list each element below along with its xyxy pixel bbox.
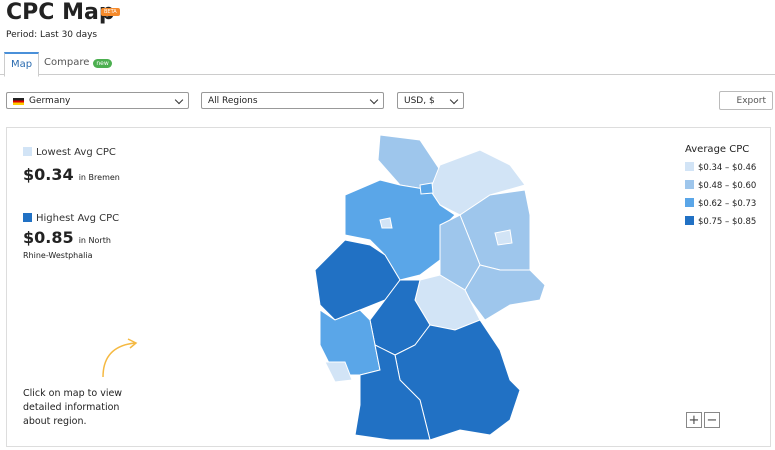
region[interactable] — [354, 344, 431, 441]
lowest-value: $0.34 — [23, 165, 74, 184]
label-text: Highest Avg CPC — [36, 213, 120, 224]
select-text: All Regions — [208, 96, 258, 106]
legend-item: $0.62 – $0.73 — [685, 198, 756, 216]
region[interactable] — [464, 264, 546, 321]
legend-label: $0.62 – $0.73 — [698, 199, 757, 209]
legend-item: $0.48 – $0.60 — [685, 180, 756, 198]
select-text: USD, $ — [404, 96, 435, 106]
zoom-out[interactable]: − — [704, 412, 720, 428]
page-title: CPC Map — [6, 0, 115, 25]
flag — [13, 98, 24, 105]
hint-arrow — [102, 338, 138, 378]
highest-block: $0.85 in North Rhine-Westphalia — [23, 230, 138, 262]
currency-select[interactable]: USD, $ — [397, 92, 464, 109]
lowest-block: $0.34 in Bremen — [23, 165, 143, 184]
legend-swatch — [685, 198, 694, 207]
tab-label: Compare — [44, 57, 90, 68]
legend-label: $0.48 – $0.60 — [698, 181, 757, 191]
period: Period: Last 30 days — [6, 30, 98, 40]
lowest-label: Lowest Avg CPC — [23, 147, 116, 158]
legend-swatch — [685, 180, 694, 189]
export-button[interactable]: Export — [719, 91, 773, 110]
region[interactable] — [429, 149, 526, 216]
highest-label: Highest Avg CPC — [23, 213, 119, 224]
new-badge: new — [93, 59, 112, 68]
button-text: Export — [736, 96, 766, 106]
label-text: Lowest Avg CPC — [36, 147, 116, 158]
divider — [0, 74, 775, 75]
swatch — [23, 147, 32, 156]
region[interactable] — [494, 229, 513, 246]
legend-label: $0.75 – $0.85 — [698, 217, 757, 227]
tab-compare[interactable]: Compare new — [38, 52, 118, 74]
highest-region: in North Rhine-Westphalia — [23, 236, 111, 260]
region[interactable] — [419, 182, 434, 195]
legend-swatch — [685, 216, 694, 225]
legend-label: $0.34 – $0.46 — [698, 163, 757, 173]
legend-item: $0.75 – $0.85 — [685, 216, 756, 234]
legend: $0.34 – $0.46 $0.48 – $0.60 $0.62 – $0.73 $… — [685, 162, 756, 234]
legend-title: Average CPC — [685, 144, 750, 155]
select-text: Germany — [29, 96, 71, 106]
region-select[interactable]: All Regions — [201, 92, 384, 109]
region[interactable] — [379, 217, 393, 229]
beta-badge: BETA — [101, 8, 120, 16]
lowest-region: in Bremen — [78, 173, 120, 182]
tab-map[interactable]: Map — [4, 52, 40, 77]
country-select[interactable]: Germany — [6, 92, 189, 109]
region[interactable] — [324, 361, 353, 383]
legend-swatch — [685, 162, 694, 171]
legend-item: $0.34 – $0.46 — [685, 162, 756, 180]
hint: Click on map to view detailed informatio… — [23, 388, 123, 427]
swatch — [23, 213, 32, 222]
map-panel — [6, 127, 771, 447]
zoom-in[interactable]: + — [686, 412, 702, 428]
highest-value: $0.85 — [23, 228, 74, 247]
